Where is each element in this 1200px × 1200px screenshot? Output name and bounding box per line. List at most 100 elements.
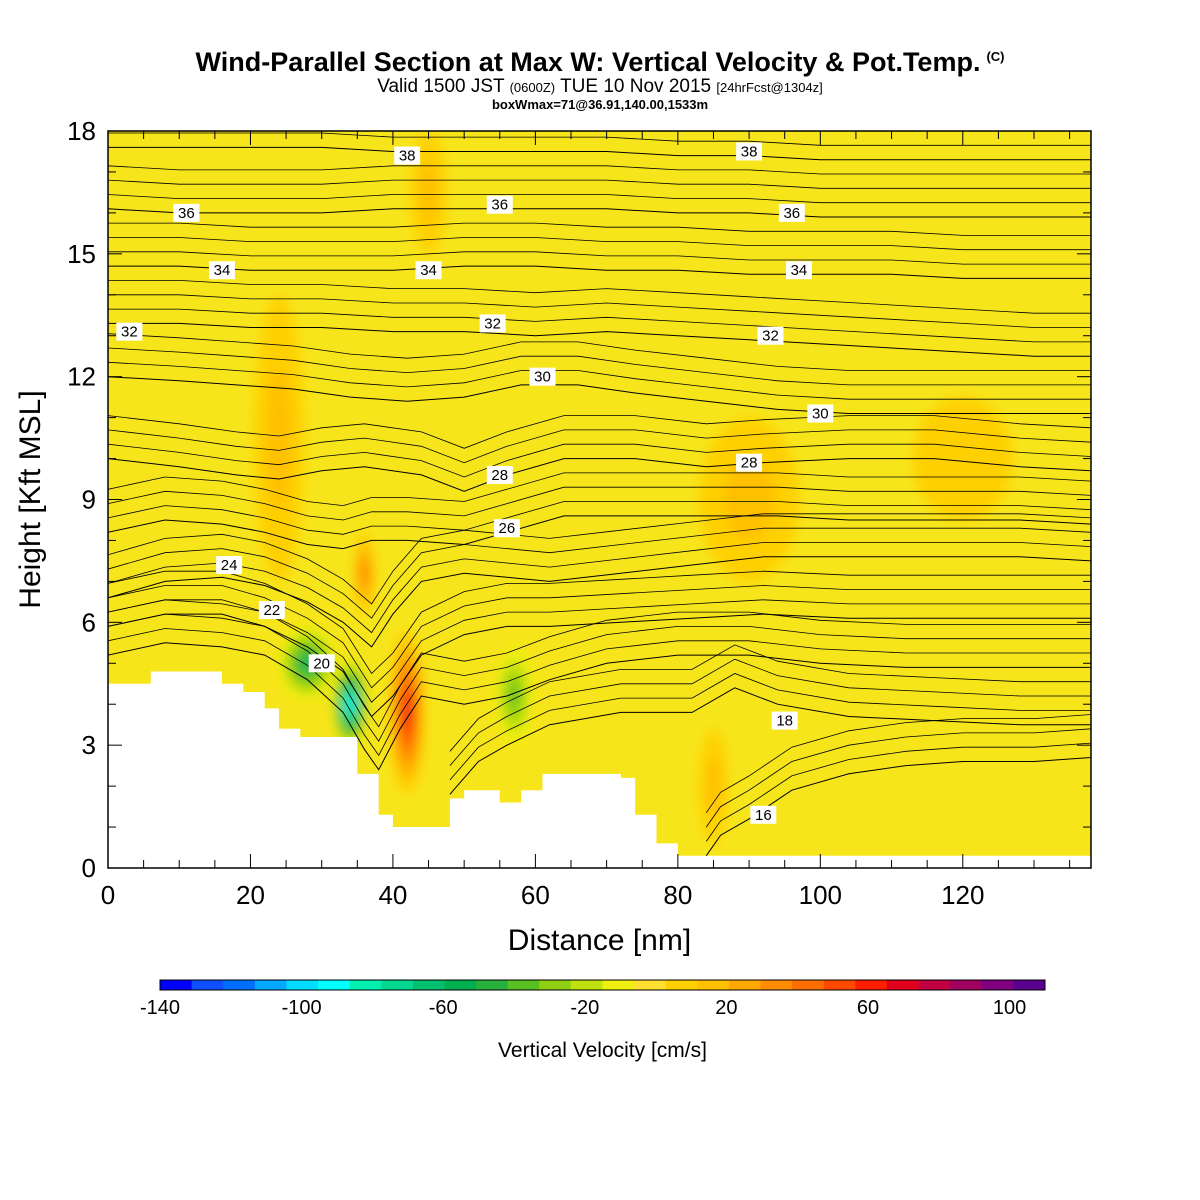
velocity-cell <box>404 702 410 723</box>
theta-contour-38 <box>108 146 1091 161</box>
y-tick-label: 12 <box>67 362 96 392</box>
velocity-cell <box>706 757 721 815</box>
colorbar-swatch <box>381 980 414 990</box>
plot-area: 16 18 20 22 24 26 28 28 30 30 32 32 32 34 34 34 36 36 36 38… <box>108 104 1091 868</box>
x-tick-label: 100 <box>799 880 842 910</box>
theta-contour-18 <box>449 687 1091 795</box>
contour-label-bg <box>736 453 763 472</box>
colorbar-swatch <box>792 980 825 990</box>
colorbar-swatch <box>349 980 382 990</box>
velocity-cell <box>912 397 1013 520</box>
colorbar-swatch <box>570 980 603 990</box>
contour-label-bg <box>493 519 520 538</box>
velocity-cell <box>362 565 367 582</box>
contour-label-bg <box>785 261 812 280</box>
theta-contours: 16 18 20 22 24 26 28 28 30 30 32 32 32 34 34 34 36 36 36 38… <box>108 104 1091 856</box>
y-tick-label: 3 <box>82 730 96 760</box>
velocity-cell <box>509 683 519 709</box>
theta-contour-26 <box>108 515 1091 550</box>
colorbar-swatch <box>507 980 540 990</box>
contour-label: 32 <box>762 328 779 345</box>
contour-label-bg <box>208 261 235 280</box>
contour-label: 30 <box>812 406 829 423</box>
contour-label-bg <box>778 203 805 222</box>
theta-contour-minor <box>108 628 1091 757</box>
theta-contour-minor <box>705 714 1091 813</box>
theta-contour-36 <box>108 208 1091 218</box>
x-tick-label: 40 <box>378 880 407 910</box>
colorbar-swatch <box>665 980 698 990</box>
contour-label: 16 <box>755 807 772 824</box>
velocity-anomalies <box>254 131 1013 844</box>
x-tick-label: 0 <box>101 880 115 910</box>
title-block: Wind-Parallel Section at Max W: Vertical… <box>0 42 1200 111</box>
colorbar-tick-label: -20 <box>570 997 599 1019</box>
theta-contour-minor <box>108 179 1091 189</box>
y-tick-label: 6 <box>82 607 96 637</box>
contour-label-bg <box>486 465 513 484</box>
theta-contour-minor <box>108 613 1091 742</box>
colorbar-swatch <box>286 980 319 990</box>
colorbar-tick-label: -140 <box>140 997 180 1019</box>
velocity-cell <box>266 366 292 510</box>
colorbar-swatch <box>697 980 730 990</box>
theta-contour-32 <box>108 322 1091 357</box>
theta-contour-minor <box>108 333 1091 371</box>
contour-label: 18 <box>776 713 793 730</box>
colorbar-frame <box>159 979 1046 991</box>
x-tick-label: 60 <box>521 880 550 910</box>
contour-label: 34 <box>420 262 437 279</box>
contour-label: 36 <box>491 197 508 214</box>
terrain-mask <box>108 671 1091 868</box>
contour-label: 22 <box>263 602 280 619</box>
theta-contour-minor <box>449 673 1091 781</box>
theta-contour-minor <box>108 294 1091 328</box>
colorbar-swatch <box>823 980 856 990</box>
y-axis-title: Height [Kft MSL] <box>14 390 47 608</box>
contour-label: 28 <box>491 467 508 484</box>
colorbar-swatch <box>412 980 445 990</box>
theta-contour-minor <box>108 222 1091 236</box>
contour-label-bg <box>116 322 143 341</box>
theta-contour-24 <box>108 556 1091 648</box>
y-tick-label: 9 <box>82 485 96 515</box>
valid-date: TUE 10 Nov 2015 <box>560 76 712 97</box>
y-tick-label: 15 <box>67 239 96 269</box>
colorbar-swatch <box>728 980 762 990</box>
colorbar-swatch <box>918 980 951 990</box>
contour-label: 36 <box>783 205 800 222</box>
x-tick-label: 80 <box>663 880 692 910</box>
chart-title: Wind-Parallel Section at Max W: Vertical… <box>0 42 1200 77</box>
colorbar-swatch <box>191 980 224 990</box>
theta-contour-minor <box>108 237 1091 251</box>
theta-contour-minor <box>108 585 1091 689</box>
theta-contour-16 <box>705 757 1091 856</box>
contour-label-bg <box>415 261 442 280</box>
colorbar-swatch <box>602 980 635 990</box>
velocity-cell <box>419 161 438 224</box>
theta-contour-minor <box>108 194 1091 204</box>
contour-label: 20 <box>313 655 330 672</box>
colorbar-swatch <box>539 980 572 990</box>
colorbar-swatch <box>254 980 287 990</box>
contour-label-bg <box>757 326 784 345</box>
y-tick-label: 0 <box>82 853 96 883</box>
valid-z: (0600Z) <box>509 80 556 95</box>
contour-label-bg <box>394 146 421 165</box>
contour-label-bg <box>750 805 777 824</box>
valid-prefix: Valid 1500 JST <box>377 76 505 97</box>
theta-contour-minor <box>705 742 1091 842</box>
colorbar-swatch <box>223 980 256 990</box>
contour-label-bg <box>173 203 200 222</box>
contour-label-bg <box>258 601 285 620</box>
contour-label-bg <box>807 404 834 423</box>
theta-contour-minor <box>108 570 1091 675</box>
contour-label-bg <box>216 556 243 575</box>
colorbar: -140 -100 -60 -20 20 60 100 Vertical Velocity [… <box>140 979 1046 1062</box>
plot-clip-group: 16 18 20 22 24 26 28 28 30 30 32 32 32 34 34 34 36 36 36 38… <box>108 104 1091 868</box>
colorbar-swatch <box>160 980 193 990</box>
theta-contour-minor <box>108 104 1091 116</box>
colorbar-tick-label: -60 <box>429 997 458 1019</box>
theta-contour-minor <box>449 644 1091 752</box>
